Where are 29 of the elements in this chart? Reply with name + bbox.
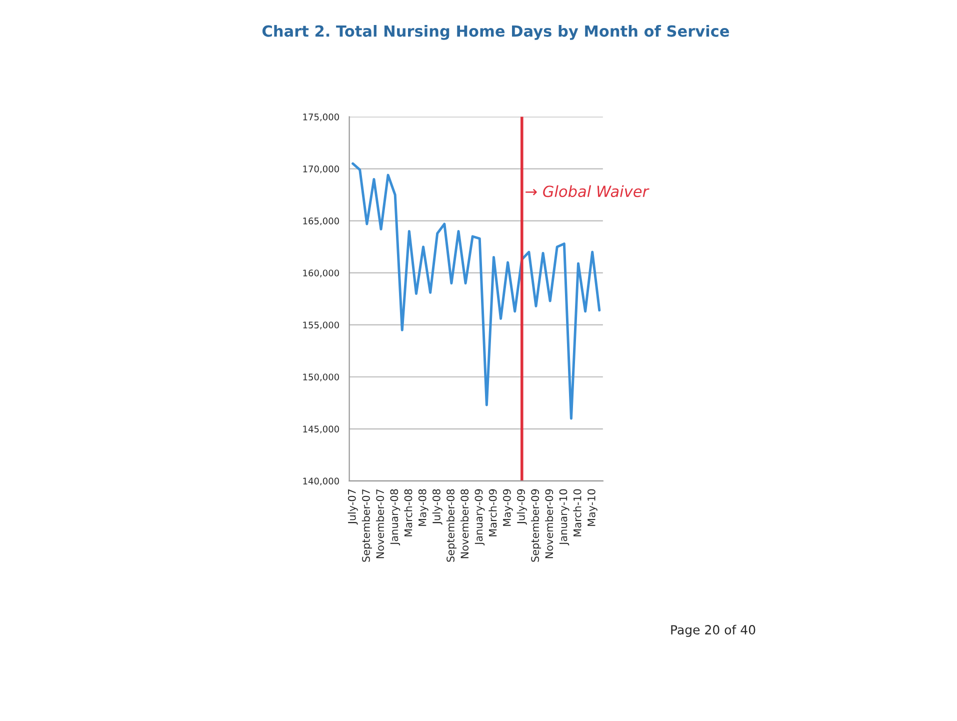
y-tick-label: 140,000 [303,478,339,486]
x-tick-label: May-08 [418,489,428,526]
x-tick-label: March-10 [573,489,582,536]
x-tick-label: July-09 [516,489,527,525]
y-tick-label: 145,000 [303,426,339,434]
x-tick-label: May-09 [502,489,513,526]
chart-title: Chart 2. Total Nursing Home Days by Month of Service [262,24,730,40]
x-tick-label: May-10 [587,489,598,526]
x-tick-label: July-07 [348,489,358,525]
y-tick-label: 175,000 [303,114,339,122]
y-tick-label: 150,000 [303,374,339,382]
x-tick-label: November-08 [460,489,469,558]
y-tick-label: 170,000 [303,166,339,174]
x-tick-label: March-08 [404,489,412,536]
x-tick-label: January-08 [390,489,400,546]
ref-line-label: → Global Waiver [526,185,650,198]
x-tick-label: September-08 [446,489,456,562]
y-tick-label: 165,000 [303,218,339,226]
x-tick-label: September-09 [530,489,542,562]
x-tick-label: September-07 [362,489,372,562]
x-tick-label: November-07 [376,489,384,558]
x-tick-label: November-09 [545,489,554,558]
x-tick-label: January-09 [474,489,485,546]
x-tick-label: January-10 [559,489,570,546]
x-tick-label: March-09 [488,489,497,536]
y-tick-label: 155,000 [303,322,339,330]
text: Page 20 of 40 [671,624,756,637]
x-tick-label: July-08 [432,489,442,525]
y-tick-label: 160,000 [303,270,339,278]
